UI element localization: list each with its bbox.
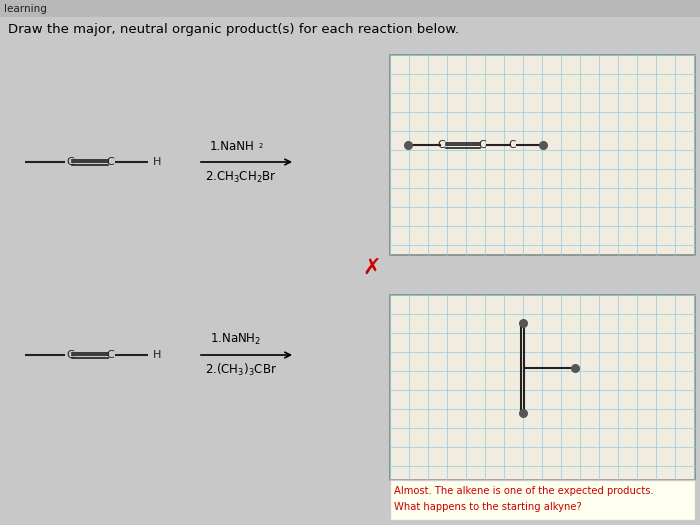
- Text: C: C: [437, 140, 445, 150]
- Text: 2.CH$_3$CH$_2$Br: 2.CH$_3$CH$_2$Br: [205, 170, 276, 185]
- Text: C: C: [66, 350, 74, 360]
- Text: Draw the major, neutral organic product(s) for each reaction below.: Draw the major, neutral organic product(…: [8, 23, 459, 36]
- Text: 1.NaNH: 1.NaNH: [210, 140, 255, 152]
- Text: $_2$: $_2$: [258, 141, 264, 151]
- Text: What happens to the starting alkyne?: What happens to the starting alkyne?: [394, 502, 582, 512]
- Text: 2.(CH$_3$)$_3$CBr: 2.(CH$_3$)$_3$CBr: [205, 362, 277, 378]
- Text: C: C: [106, 157, 114, 167]
- Bar: [390, 480, 695, 520]
- Text: C: C: [106, 350, 114, 360]
- Text: 1.NaNH$_2$: 1.NaNH$_2$: [210, 331, 261, 346]
- Text: C: C: [478, 140, 486, 150]
- Bar: [390, 295, 695, 480]
- Bar: [390, 55, 695, 255]
- Bar: [0, 0, 700, 17]
- Text: learning: learning: [4, 4, 47, 14]
- Text: ✗: ✗: [363, 258, 382, 278]
- Text: H: H: [153, 350, 162, 360]
- Text: H: H: [153, 157, 162, 167]
- Text: C: C: [508, 140, 516, 150]
- Text: C: C: [66, 157, 74, 167]
- Text: Almost. The alkene is one of the expected products.: Almost. The alkene is one of the expecte…: [394, 486, 654, 496]
